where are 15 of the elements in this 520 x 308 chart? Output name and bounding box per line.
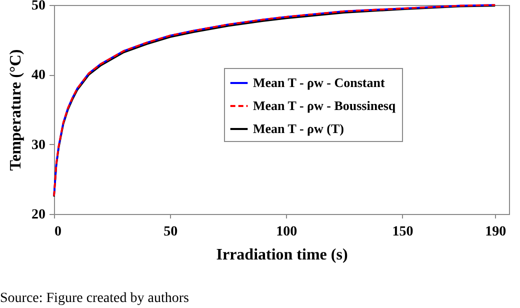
x-tick-label: 190: [485, 224, 506, 240]
x-axis-title: Irradiation time (s): [216, 246, 348, 264]
legend-label: Mean T - ρw (T): [253, 121, 344, 136]
x-tick-label: 100: [276, 224, 298, 240]
y-tick-label: 50: [32, 0, 46, 14]
legend-label: Mean T - ρw - Constant: [253, 75, 386, 90]
y-axis-title: Temperature (°C): [8, 49, 24, 171]
x-tick-label: 50: [164, 224, 178, 240]
y-tick-label: 30: [32, 138, 46, 153]
y-tick-label: 20: [32, 208, 46, 222]
y-tick-label: 40: [32, 68, 46, 84]
x-tick-label: 0: [54, 224, 62, 240]
source-note: Source: Figure created by authors: [0, 291, 189, 306]
legend-label: Mean T - ρw - Boussinesq: [253, 98, 396, 113]
x-tick-label: 150: [392, 224, 414, 240]
